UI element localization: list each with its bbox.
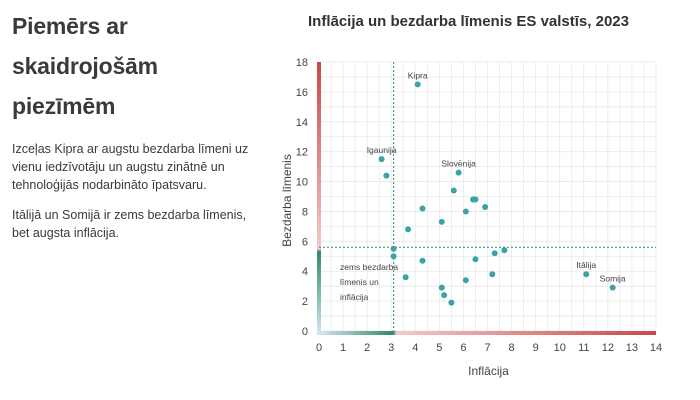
x-tick-label: 0 [316,342,322,354]
panel-paragraph-2: Itālijā un Somijā ir zems bezdarba līmen… [12,208,247,240]
data-point [455,169,462,176]
x-tick-label: 8 [509,342,515,354]
y-axis-label: Bezdarba līmenis [280,154,294,247]
data-point [450,187,457,194]
data-point [419,205,426,212]
data-point [419,257,426,264]
y-tick-label: 6 [302,236,308,248]
x-tick-label: 5 [436,342,442,354]
data-point [438,284,445,291]
panel-paragraph-1: Izceļas Kipra ar augstu bezdarba līmeni … [12,142,249,192]
x-tick-label: 7 [484,342,490,354]
data-label: Itālija [576,260,596,270]
data-point [462,277,469,284]
x-tick-label: 2 [364,342,370,354]
y-tick-label: 8 [302,206,308,218]
y-tick-label: 12 [296,147,308,159]
y-tick-label: 2 [302,296,308,308]
data-point [414,81,421,88]
data-label: Slovēnija [441,159,476,169]
data-point [583,271,590,278]
x-tick-label: 9 [533,342,539,354]
panel-heading: Piemērs ar skaidrojošām piezīmēm [12,13,158,119]
data-point [448,299,455,306]
data-point [482,203,489,210]
data-point [491,250,498,257]
y-tick-label: 10 [296,177,308,189]
data-point [472,256,479,263]
axes: 0 1 2 3 4 5 6 7 8 9 10 11 12 13 14024681012141618Inflā… [280,57,662,378]
point-labels: Kipra Igaunija Slovēnija Itālija Somija [367,70,626,283]
explanation-panel: Piemērs ar skaidrojošām piezīmēm Izceļas… [12,6,262,254]
data-point [472,196,479,203]
x-axis-bar [319,331,656,335]
y-tick-label: 14 [296,117,308,129]
data-point [438,218,445,225]
annotation: zems bezdarba līmenis un inflācija [340,262,398,302]
data-point [501,247,508,254]
data-point [378,156,385,163]
data-point [441,292,448,299]
reference-lines [319,62,656,331]
annotation-text: zems bezdarba [340,262,398,272]
data-label: Kipra [408,70,428,80]
y-tick-label: 4 [302,266,308,278]
data-point [402,274,409,281]
data-point [609,284,616,291]
x-tick-label: 10 [554,342,566,354]
data-point [390,245,397,252]
x-tick-label: 4 [412,342,418,354]
y-tick-label: 0 [302,326,308,338]
data-points [378,81,616,306]
data-point [489,271,496,278]
x-tick-label: 3 [388,342,394,354]
data-point [390,253,397,260]
x-tick-label: 12 [602,342,614,354]
annotation-text: līmenis un [340,277,379,287]
annotation-text: inflācija [340,292,369,302]
y-axis-bar [317,62,321,335]
x-tick-label: 1 [340,342,346,354]
y-tick-label: 16 [296,87,308,99]
x-tick-label: 6 [460,342,466,354]
data-point [462,208,469,215]
x-axis-label: Inflācija [468,364,509,378]
x-tick-label: 13 [626,342,638,354]
data-label: Somija [600,274,626,284]
data-label: Igaunija [367,145,397,155]
data-point [405,226,412,233]
y-tick-label: 18 [296,57,308,69]
x-tick-label: 14 [650,342,662,354]
x-tick-label: 11 [578,342,589,354]
grid [318,61,657,332]
data-point [383,172,390,179]
chart-title: Inflācija un bezdarba līmenis ES valstīs… [308,13,629,30]
